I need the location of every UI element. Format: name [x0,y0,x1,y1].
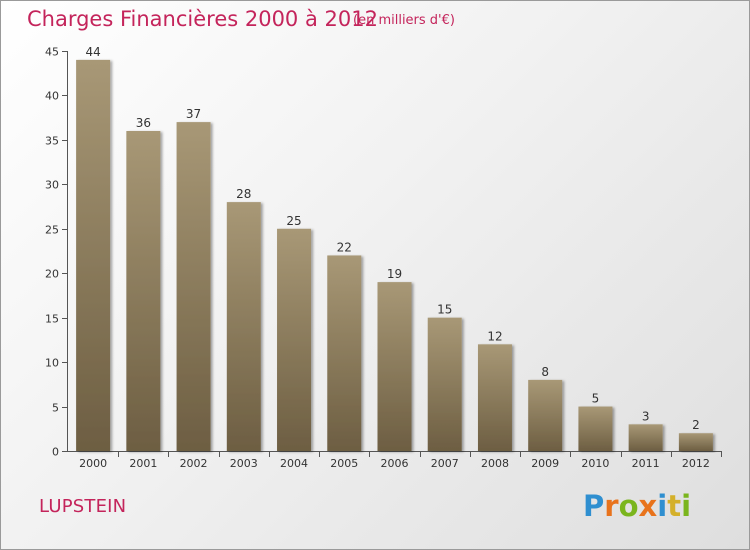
data-label-2010: 5 [592,392,600,406]
y-tick-label: 35 [45,135,59,148]
x-tick-label-2011: 2011 [632,457,660,470]
logo-letter: x [638,489,658,523]
data-label-2011: 3 [642,409,650,423]
x-tick-label-2007: 2007 [431,457,459,470]
logo-letter: t [667,489,682,523]
bar-2006 [377,282,412,451]
x-tick-label-2008: 2008 [481,457,509,470]
x-tick-label-2003: 2003 [230,457,258,470]
bar-2002 [176,122,211,451]
x-tick-label-2000: 2000 [79,457,107,470]
data-label-2008: 12 [487,329,502,343]
data-label-2004: 25 [286,214,301,228]
x-tick-label-2009: 2009 [531,457,559,470]
logo-letter: r [604,489,619,523]
chart-subtitle: (en milliers d'€) [353,13,455,28]
y-tick-label: 30 [45,179,59,192]
x-tick-label-2001: 2001 [129,457,157,470]
bar-2008 [477,344,512,451]
data-label-2009: 8 [541,365,549,379]
y-tick-label: 10 [45,357,59,370]
commune-name: LUPSTEIN [39,496,127,517]
x-tick-label-2004: 2004 [280,457,308,470]
proxiti-logo: Proxiti [583,489,691,523]
logo-letter: i [657,489,668,523]
bar-2011 [628,424,663,451]
y-tick-label: 0 [52,446,59,459]
bar-2001 [126,131,161,451]
bar-2007 [427,317,462,451]
y-tick-label: 15 [45,313,59,326]
x-tick-label-2006: 2006 [381,457,409,470]
data-label-2012: 2 [692,418,700,432]
data-label-2003: 28 [236,187,251,201]
bar-2009 [528,379,563,451]
logo-letter: o [618,489,639,523]
y-tick-label: 40 [45,90,59,103]
x-tick-label-2005: 2005 [330,457,358,470]
x-tick-label-2002: 2002 [180,457,208,470]
data-label-2001: 36 [136,116,151,130]
data-label-2002: 37 [186,107,201,121]
chart-title: Charges Financières 2000 à 2012 [27,7,378,31]
y-tick-label: 20 [45,268,59,281]
data-label-2005: 22 [337,240,352,254]
y-tick-label: 25 [45,224,59,237]
bar-2005 [327,255,362,451]
x-tick-label-2012: 2012 [682,457,710,470]
bar-2010 [578,406,613,451]
y-tick-label: 45 [45,46,59,59]
x-tick-label-2010: 2010 [581,457,609,470]
y-tick-label: 5 [52,402,59,415]
bar-2000 [76,59,111,452]
bar-2003 [226,202,261,451]
data-label-2000: 44 [85,45,100,59]
logo-letter: P [583,489,605,523]
bar-2012 [678,433,713,451]
data-label-2006: 19 [387,267,402,281]
logo-letter: i [681,489,692,523]
bar-2004 [277,228,312,451]
data-label-2007: 15 [437,303,452,317]
